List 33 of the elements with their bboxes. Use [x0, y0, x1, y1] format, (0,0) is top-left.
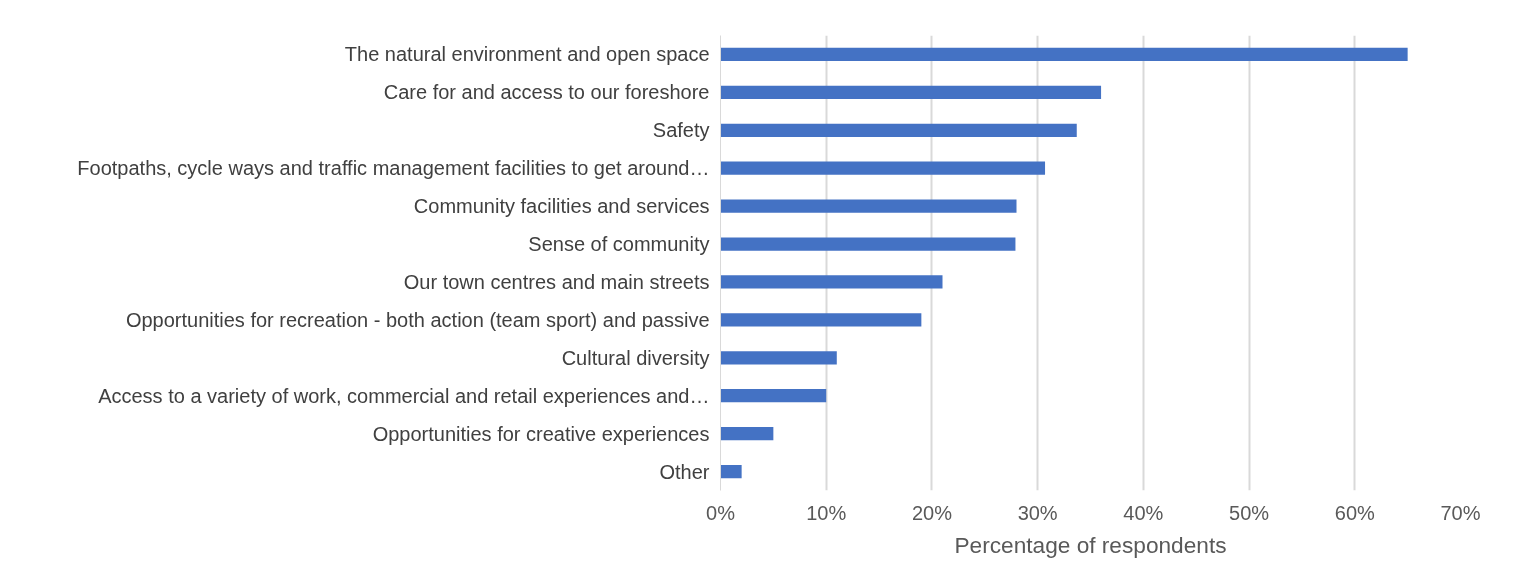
x-tick-label: 20%	[911, 501, 953, 524]
bar	[720, 237, 1016, 251]
y-tick-label: Footpaths, cycle ways and traffic management facilities to get around…	[77, 157, 710, 180]
y-tick-label: Care for and access to our foreshore	[383, 81, 710, 104]
bar	[720, 199, 1017, 213]
bar	[720, 47, 1408, 62]
bar	[720, 275, 943, 289]
y-tick-label: The natural environment and open space	[344, 43, 710, 66]
x-tick-label: 40%	[1123, 501, 1164, 524]
y-tick-label: Access to a variety of work, commercial and retail experiences and…	[98, 384, 710, 407]
y-tick-label: Opportunities for recreation - both action (team sport) and passive	[125, 308, 710, 331]
x-tick-label: 10%	[806, 501, 847, 524]
x-tick-label: 70%	[1440, 501, 1481, 524]
bar	[720, 123, 1077, 137]
y-tick-label: Cultural diversity	[561, 346, 710, 369]
y-tick-label: Safety	[652, 119, 710, 142]
y-tick-label: Community facilities and services	[413, 195, 710, 218]
bar	[720, 313, 922, 327]
bar	[720, 389, 827, 403]
x-tick-label: 0%	[706, 501, 736, 524]
bar	[720, 351, 837, 365]
y-tick-label: Other	[659, 460, 710, 483]
y-tick-label: Our town centres and main streets	[403, 270, 710, 293]
y-tick-label: Sense of community	[528, 233, 710, 256]
bar	[720, 85, 1102, 100]
x-axis-title: Percentage of respondents	[954, 531, 1227, 558]
bar	[720, 464, 742, 479]
y-tick-label: Opportunities for creative experiences	[372, 422, 710, 445]
x-tick-label: 30%	[1017, 501, 1058, 524]
x-tick-label: 60%	[1334, 501, 1376, 524]
bar	[720, 161, 1046, 175]
x-tick-label: 50%	[1229, 501, 1270, 524]
bar	[720, 426, 774, 441]
